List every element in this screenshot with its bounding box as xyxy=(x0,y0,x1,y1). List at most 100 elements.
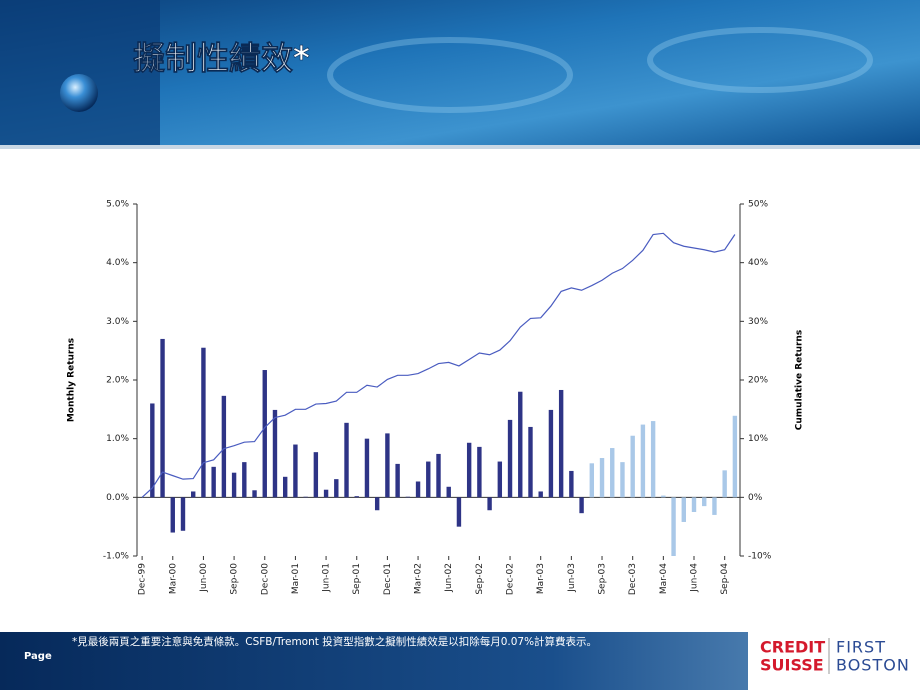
bar xyxy=(548,409,554,498)
bar xyxy=(170,497,175,533)
x-tick-label: Mar-00 xyxy=(168,563,178,594)
bar xyxy=(712,497,717,515)
bar xyxy=(374,497,380,511)
bar xyxy=(518,391,523,498)
bar xyxy=(620,462,625,498)
bar xyxy=(487,497,492,511)
bar xyxy=(507,419,513,498)
y2-tick-label: -10% xyxy=(748,552,772,562)
bar xyxy=(671,497,676,556)
x-tick-label: Dec-00 xyxy=(260,563,270,595)
bar xyxy=(252,490,257,498)
x-tick-label: Dec-03 xyxy=(628,563,638,595)
header-panel xyxy=(0,0,160,145)
bar xyxy=(395,463,400,498)
y-tick-label: 4.0% xyxy=(106,258,129,268)
bar xyxy=(385,433,390,498)
y2-tick-label: 30% xyxy=(748,317,768,327)
bar xyxy=(364,438,370,498)
y-tick-label: 5.0% xyxy=(106,200,129,210)
x-tick-label: Mar-04 xyxy=(659,563,669,594)
x-tick-label: Jun-00 xyxy=(199,563,209,593)
logo-panel xyxy=(748,632,920,690)
header-rule xyxy=(0,145,920,149)
y2-tick-label: 40% xyxy=(748,258,768,268)
x-tick-label: Sep-03 xyxy=(598,563,608,595)
cumulative-line xyxy=(141,232,736,498)
x-tick-label: Jun-01 xyxy=(322,563,332,593)
ripple xyxy=(327,37,573,113)
bar xyxy=(293,444,298,498)
bar xyxy=(569,470,574,498)
x-tick-label: Jun-03 xyxy=(567,563,577,593)
bar xyxy=(282,476,288,498)
bar xyxy=(650,421,656,498)
bar xyxy=(426,461,431,498)
bar xyxy=(630,435,635,498)
x-tick-label: Sep-02 xyxy=(475,563,485,595)
bar xyxy=(211,466,216,498)
bar xyxy=(191,491,196,498)
bar xyxy=(446,486,451,498)
bar xyxy=(354,496,359,498)
bar xyxy=(589,463,595,498)
bar xyxy=(272,409,278,498)
bar xyxy=(640,424,646,498)
x-tick-label: Sep-00 xyxy=(230,563,240,595)
sphere xyxy=(60,74,98,112)
x-tick-label: Mar-01 xyxy=(291,563,301,594)
x-tick-label: Dec-99 xyxy=(138,563,148,595)
bar xyxy=(262,370,267,498)
bar xyxy=(599,458,605,498)
y-tick-label: 3.0% xyxy=(106,317,129,327)
bar xyxy=(231,472,237,498)
bar xyxy=(180,497,186,531)
bar xyxy=(558,389,564,498)
bar xyxy=(303,496,308,498)
bar xyxy=(344,422,349,498)
bar xyxy=(466,442,472,498)
logo-text: FIRST xyxy=(836,638,886,657)
y2-axis-title: Cumulative Returns xyxy=(795,330,805,430)
y-axis-title: Monthly Returns xyxy=(67,338,77,422)
bar xyxy=(661,495,666,498)
bar xyxy=(160,338,165,498)
y-tick-label: -1.0% xyxy=(103,552,130,562)
bar xyxy=(405,496,411,498)
bar xyxy=(150,403,155,498)
page-label: Page xyxy=(24,651,52,662)
x-tick-label: Sep-04 xyxy=(720,563,730,595)
slide-title: 擬制性績效* xyxy=(133,39,310,77)
bar xyxy=(681,497,686,522)
logo-text: SUISSE xyxy=(760,656,824,675)
bar xyxy=(477,446,482,498)
footnote: *見最後兩頁之重要注意與免責條款。CSFB/Tremont 投資型指數之擬制性績… xyxy=(72,635,597,648)
x-tick-label: Jun-04 xyxy=(690,563,700,593)
logo-text: CREDIT xyxy=(760,638,825,657)
x-tick-label: Sep-01 xyxy=(352,563,362,595)
bar xyxy=(242,462,247,498)
y2-tick-label: 0% xyxy=(748,493,763,503)
bar xyxy=(538,491,543,498)
bar xyxy=(456,497,462,527)
y-tick-label: 1.0% xyxy=(106,434,129,444)
bar xyxy=(732,415,738,498)
y-tick-label: 2.0% xyxy=(106,376,129,386)
bar xyxy=(221,395,227,498)
ripple xyxy=(647,27,873,93)
x-tick-label: Jun-02 xyxy=(444,563,454,593)
y2-tick-label: 50% xyxy=(748,200,768,210)
bar xyxy=(610,448,615,498)
bar xyxy=(436,453,441,498)
y2-tick-label: 20% xyxy=(748,376,768,386)
bar xyxy=(313,452,319,498)
bar xyxy=(722,470,727,498)
bar xyxy=(691,497,697,512)
logo-text: BOSTON xyxy=(836,656,910,675)
bar xyxy=(334,479,339,498)
x-tick-label: Dec-01 xyxy=(383,563,393,595)
bar xyxy=(702,497,707,507)
y-tick-label: 0.0% xyxy=(106,493,129,503)
x-tick-label: Mar-03 xyxy=(536,563,546,594)
bar xyxy=(415,481,421,498)
